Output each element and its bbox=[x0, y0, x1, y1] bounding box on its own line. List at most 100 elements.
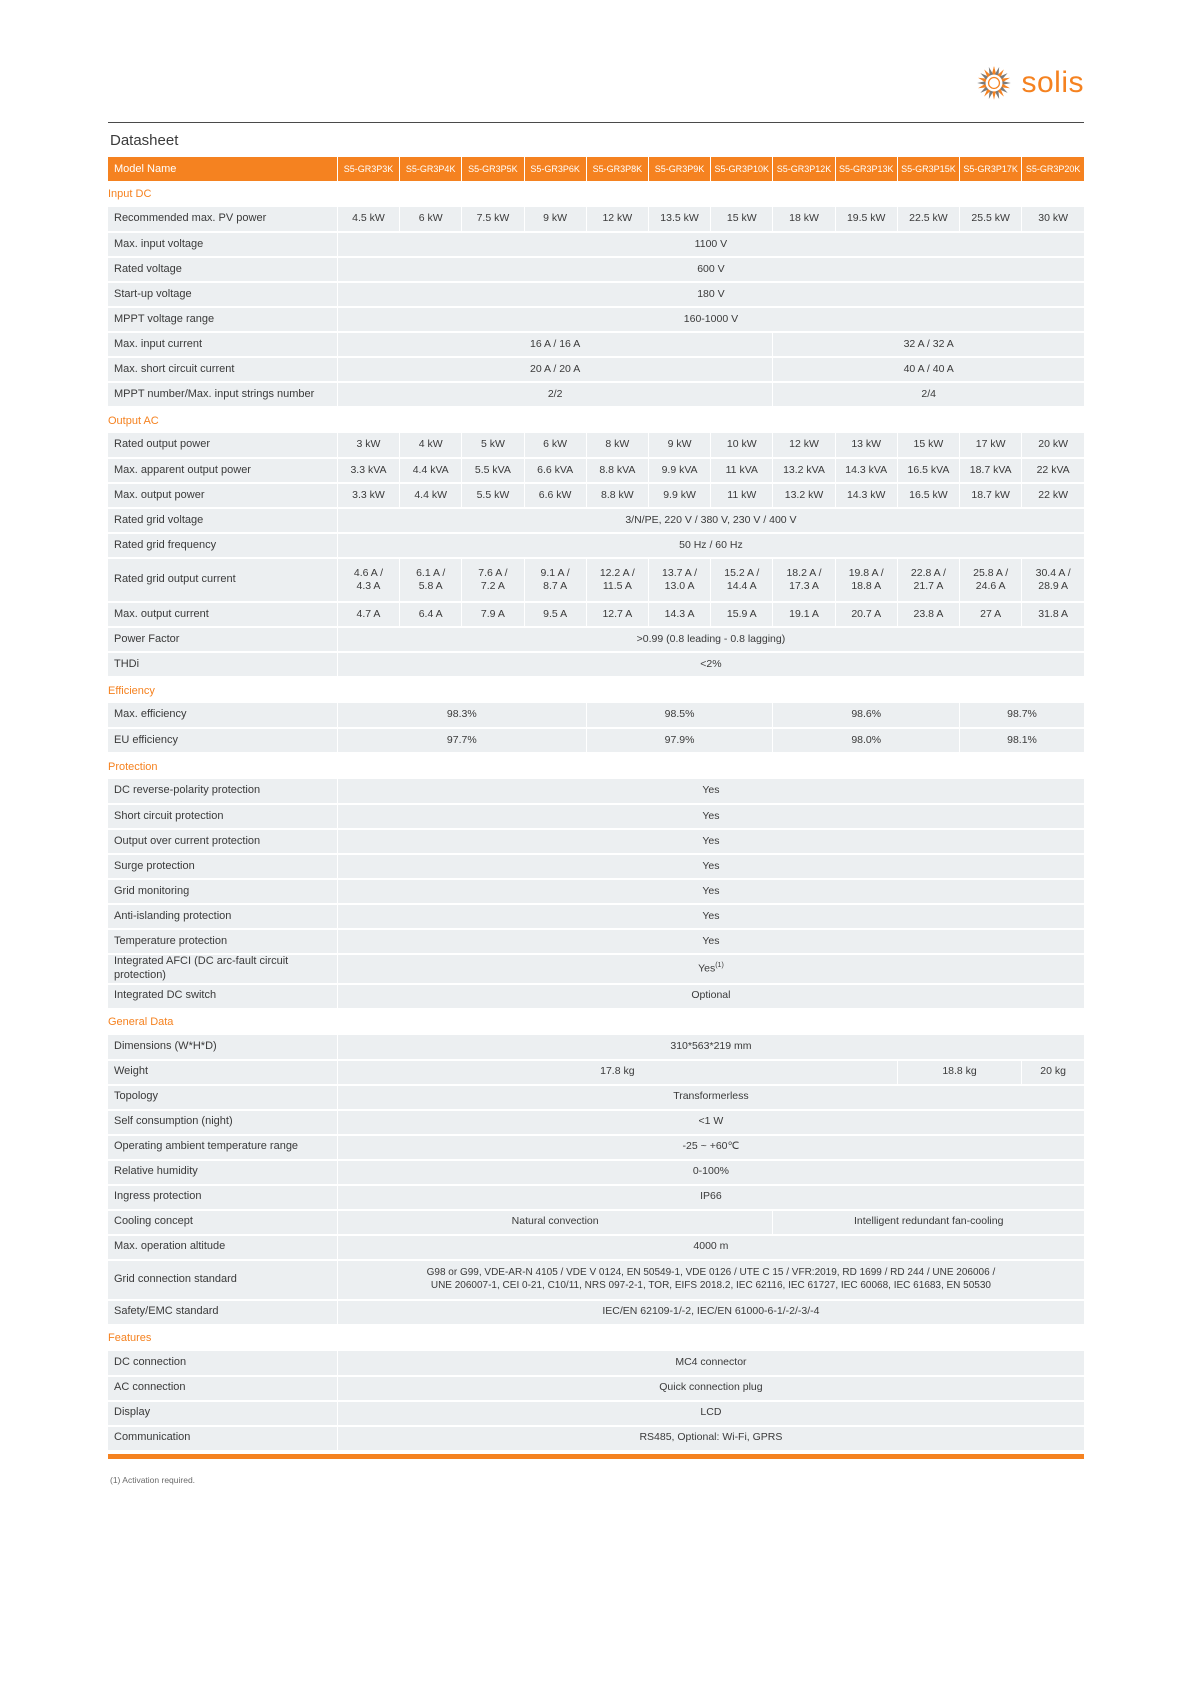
spec-row-value: >0.99 (0.8 leading - 0.8 lagging) bbox=[337, 627, 1084, 653]
spec-row: AC connection Quick connection plug bbox=[108, 1375, 1084, 1402]
spec-row-value: 7.6 A /7.2 A bbox=[461, 558, 525, 603]
spec-row-value: 13.2 kVA bbox=[772, 458, 836, 484]
spec-row-value: 1100 V bbox=[337, 232, 1084, 258]
section-heading: Input DC bbox=[108, 181, 1084, 207]
spec-row-value: 9 kW bbox=[524, 207, 587, 233]
spec-row-label: Max. output current bbox=[108, 602, 338, 628]
model-header-cell: S5-GR3P4K bbox=[399, 157, 463, 181]
model-header-cell: S5-GR3P3K bbox=[337, 157, 401, 181]
spec-row-value: 600 V bbox=[337, 257, 1084, 283]
spec-row-value: 10 kW bbox=[710, 433, 774, 459]
spec-row-value: 13.7 A /13.0 A bbox=[648, 558, 712, 603]
spec-row-value: 98.7% bbox=[959, 703, 1084, 729]
spec-row-value: 18.7 kVA bbox=[959, 458, 1023, 484]
spec-row: Rated voltage 600 V bbox=[108, 257, 1084, 283]
spec-row: Grid monitoring Yes bbox=[108, 879, 1084, 905]
section-heading: Output AC bbox=[108, 407, 1084, 433]
spec-row: Rated grid frequency 50 Hz / 60 Hz bbox=[108, 533, 1084, 559]
spec-row-value: 16.5 kW bbox=[897, 483, 961, 509]
spec-row-label: Relative humidity bbox=[108, 1159, 338, 1186]
spec-row: Topology Transformerless bbox=[108, 1084, 1084, 1111]
spec-row: Temperature protection Yes bbox=[108, 929, 1084, 955]
spec-row-value: Yes bbox=[337, 904, 1084, 930]
spec-row: Start-up voltage 180 V bbox=[108, 282, 1084, 308]
spec-row: Communication RS485, Optional: Wi-Fi, GPR… bbox=[108, 1425, 1084, 1452]
spec-row-value: 7.9 A bbox=[461, 602, 525, 628]
spec-row-label: MPPT voltage range bbox=[108, 307, 338, 333]
spec-row-value: 98.1% bbox=[959, 728, 1084, 754]
spec-row-label: Output over current protection bbox=[108, 829, 338, 855]
spec-row: DC reverse-polarity protection Yes bbox=[108, 779, 1084, 805]
spec-row-label: THDi bbox=[108, 652, 338, 678]
spec-row-value: Optional bbox=[337, 983, 1084, 1010]
spec-row-value: 9 kW bbox=[648, 433, 712, 459]
spec-row-label: Grid monitoring bbox=[108, 879, 338, 905]
spec-row-value: 6 kW bbox=[524, 433, 587, 459]
section-heading-row: Features bbox=[108, 1324, 1084, 1351]
spec-row-value: -25 ~ +60℃ bbox=[337, 1134, 1084, 1161]
spec-row: MPPT number/Max. input strings number 2/2… bbox=[108, 382, 1084, 408]
section-heading-row: Output AC bbox=[108, 407, 1084, 433]
model-header-cell: S5-GR3P8K bbox=[586, 157, 649, 181]
spec-row-value: 5 kW bbox=[461, 433, 525, 459]
spec-row-value: 12 kW bbox=[772, 433, 836, 459]
specifications-table: Model Name S5-GR3P3K S5-GR3P4K S5-GR3P5K S5-… bbox=[108, 157, 1084, 1452]
spec-row-label: Grid connection standard bbox=[108, 1259, 338, 1301]
spec-row-label: Surge protection bbox=[108, 854, 338, 880]
spec-row: THDi <2% bbox=[108, 652, 1084, 678]
spec-row-value: 16 A / 16 A bbox=[337, 332, 774, 358]
spec-row: Output over current protection Yes bbox=[108, 829, 1084, 855]
spec-row-label: Cooling concept bbox=[108, 1209, 338, 1236]
spec-row: Relative humidity 0-100% bbox=[108, 1159, 1084, 1186]
spec-row: Display LCD bbox=[108, 1400, 1084, 1427]
section-heading: Features bbox=[108, 1324, 1084, 1351]
spec-row-label: Power Factor bbox=[108, 627, 338, 653]
spec-row-label: DC reverse-polarity protection bbox=[108, 779, 338, 805]
page-title: Datasheet bbox=[110, 132, 179, 149]
spec-row-value: 40 A / 40 A bbox=[772, 357, 1084, 383]
spec-row-value: 3.3 kVA bbox=[337, 458, 401, 484]
model-header-cell: S5-GR3P13K bbox=[835, 157, 898, 181]
model-name-label: Model Name bbox=[108, 157, 338, 181]
spec-row: Cooling concept Natural convection Intelli… bbox=[108, 1209, 1084, 1236]
spec-row-value: IEC/EN 62109-1/-2, IEC/EN 61000-6-1/-2/-… bbox=[337, 1299, 1084, 1326]
spec-row-value: 17 kW bbox=[959, 433, 1023, 459]
spec-row-value: 12.7 A bbox=[586, 602, 649, 628]
spec-row-value: Transformerless bbox=[337, 1084, 1084, 1111]
spec-row-label: Rated voltage bbox=[108, 257, 338, 283]
spec-row-value: 27 A bbox=[959, 602, 1023, 628]
spec-row-value: <2% bbox=[337, 652, 1084, 678]
section-heading: Efficiency bbox=[108, 677, 1084, 703]
spec-row-value: 12.2 A /11.5 A bbox=[586, 558, 649, 603]
section-heading-row: Protection bbox=[108, 753, 1084, 779]
spec-row-label: Operating ambient temperature range bbox=[108, 1134, 338, 1161]
spec-row-value: 19.5 kW bbox=[835, 207, 898, 233]
spec-row-value: LCD bbox=[337, 1400, 1084, 1427]
spec-row-value: Natural convection bbox=[337, 1209, 774, 1236]
spec-row-value: 18.2 A /17.3 A bbox=[772, 558, 836, 603]
spec-row-value: 180 V bbox=[337, 282, 1084, 308]
spec-row-value: 4.4 kVA bbox=[399, 458, 463, 484]
section-heading-row: Efficiency bbox=[108, 677, 1084, 703]
spec-row: Max. output power 3.3 kW 4.4 kW 5.5 kW 6.6 k… bbox=[108, 483, 1084, 509]
spec-row-value: 9.1 A /8.7 A bbox=[524, 558, 587, 603]
spec-row-value: 97.9% bbox=[586, 728, 774, 754]
spec-row: Max. operation altitude 4000 m bbox=[108, 1234, 1084, 1261]
spec-row-value: 3.3 kW bbox=[337, 483, 401, 509]
spec-row-value: 8.8 kVA bbox=[586, 458, 649, 484]
spec-row-label: EU efficiency bbox=[108, 728, 338, 754]
spec-row-value: 9.9 kW bbox=[648, 483, 712, 509]
model-header-cell: S5-GR3P9K bbox=[648, 157, 712, 181]
spec-row-value: 19.8 A /18.8 A bbox=[835, 558, 898, 603]
spec-row-value: 4 kW bbox=[399, 433, 463, 459]
spec-row-value: 22.5 kW bbox=[897, 207, 961, 233]
spec-row-label: Rated grid output current bbox=[108, 558, 338, 603]
spec-row: Max. apparent output power 3.3 kVA 4.4 kVA… bbox=[108, 458, 1084, 484]
spec-row-value: 17.8 kg bbox=[337, 1059, 898, 1086]
spec-row-value: 310*563*219 mm bbox=[337, 1034, 1084, 1061]
spec-row-value: 7.5 kW bbox=[461, 207, 525, 233]
spec-row-label: Start-up voltage bbox=[108, 282, 338, 308]
spec-row: Short circuit protection Yes bbox=[108, 804, 1084, 830]
spec-row-value: 4000 m bbox=[337, 1234, 1084, 1261]
spec-row-label: Integrated AFCI (DC arc-fault circuit pr… bbox=[108, 954, 338, 985]
